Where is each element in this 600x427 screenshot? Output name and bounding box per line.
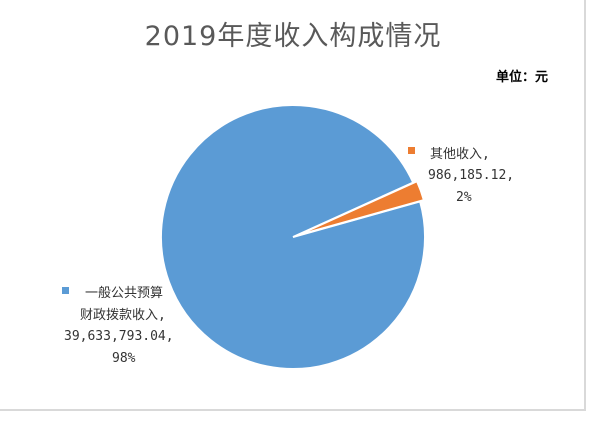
legend-marker-other-income <box>408 147 415 154</box>
slice-label-main-name2: 财政拨款收入, <box>80 308 166 323</box>
pie-slice-general-budget <box>160 104 426 370</box>
slice-label-other-pct: 2% <box>456 190 472 205</box>
slice-label-other-name: 其他收入, <box>430 147 490 162</box>
unit-note: 单位：元 <box>496 70 549 85</box>
slice-label-main-name1: 一般公共预算 <box>85 285 163 301</box>
chart-title: 2019年度收入构成情况 <box>144 21 442 52</box>
chart-frame: 2019年度收入构成情况 单位：元 其他收入, 986,185.12, 2% 一… <box>0 0 586 411</box>
slice-label-main-pct: 98% <box>112 351 136 366</box>
legend-marker-general-budget <box>62 287 69 294</box>
pie-slice-other-income <box>296 179 426 237</box>
slice-label-main-value: 39,633,793.04, <box>64 329 174 344</box>
slice-label-other-value: 986,185.12, <box>428 168 514 183</box>
